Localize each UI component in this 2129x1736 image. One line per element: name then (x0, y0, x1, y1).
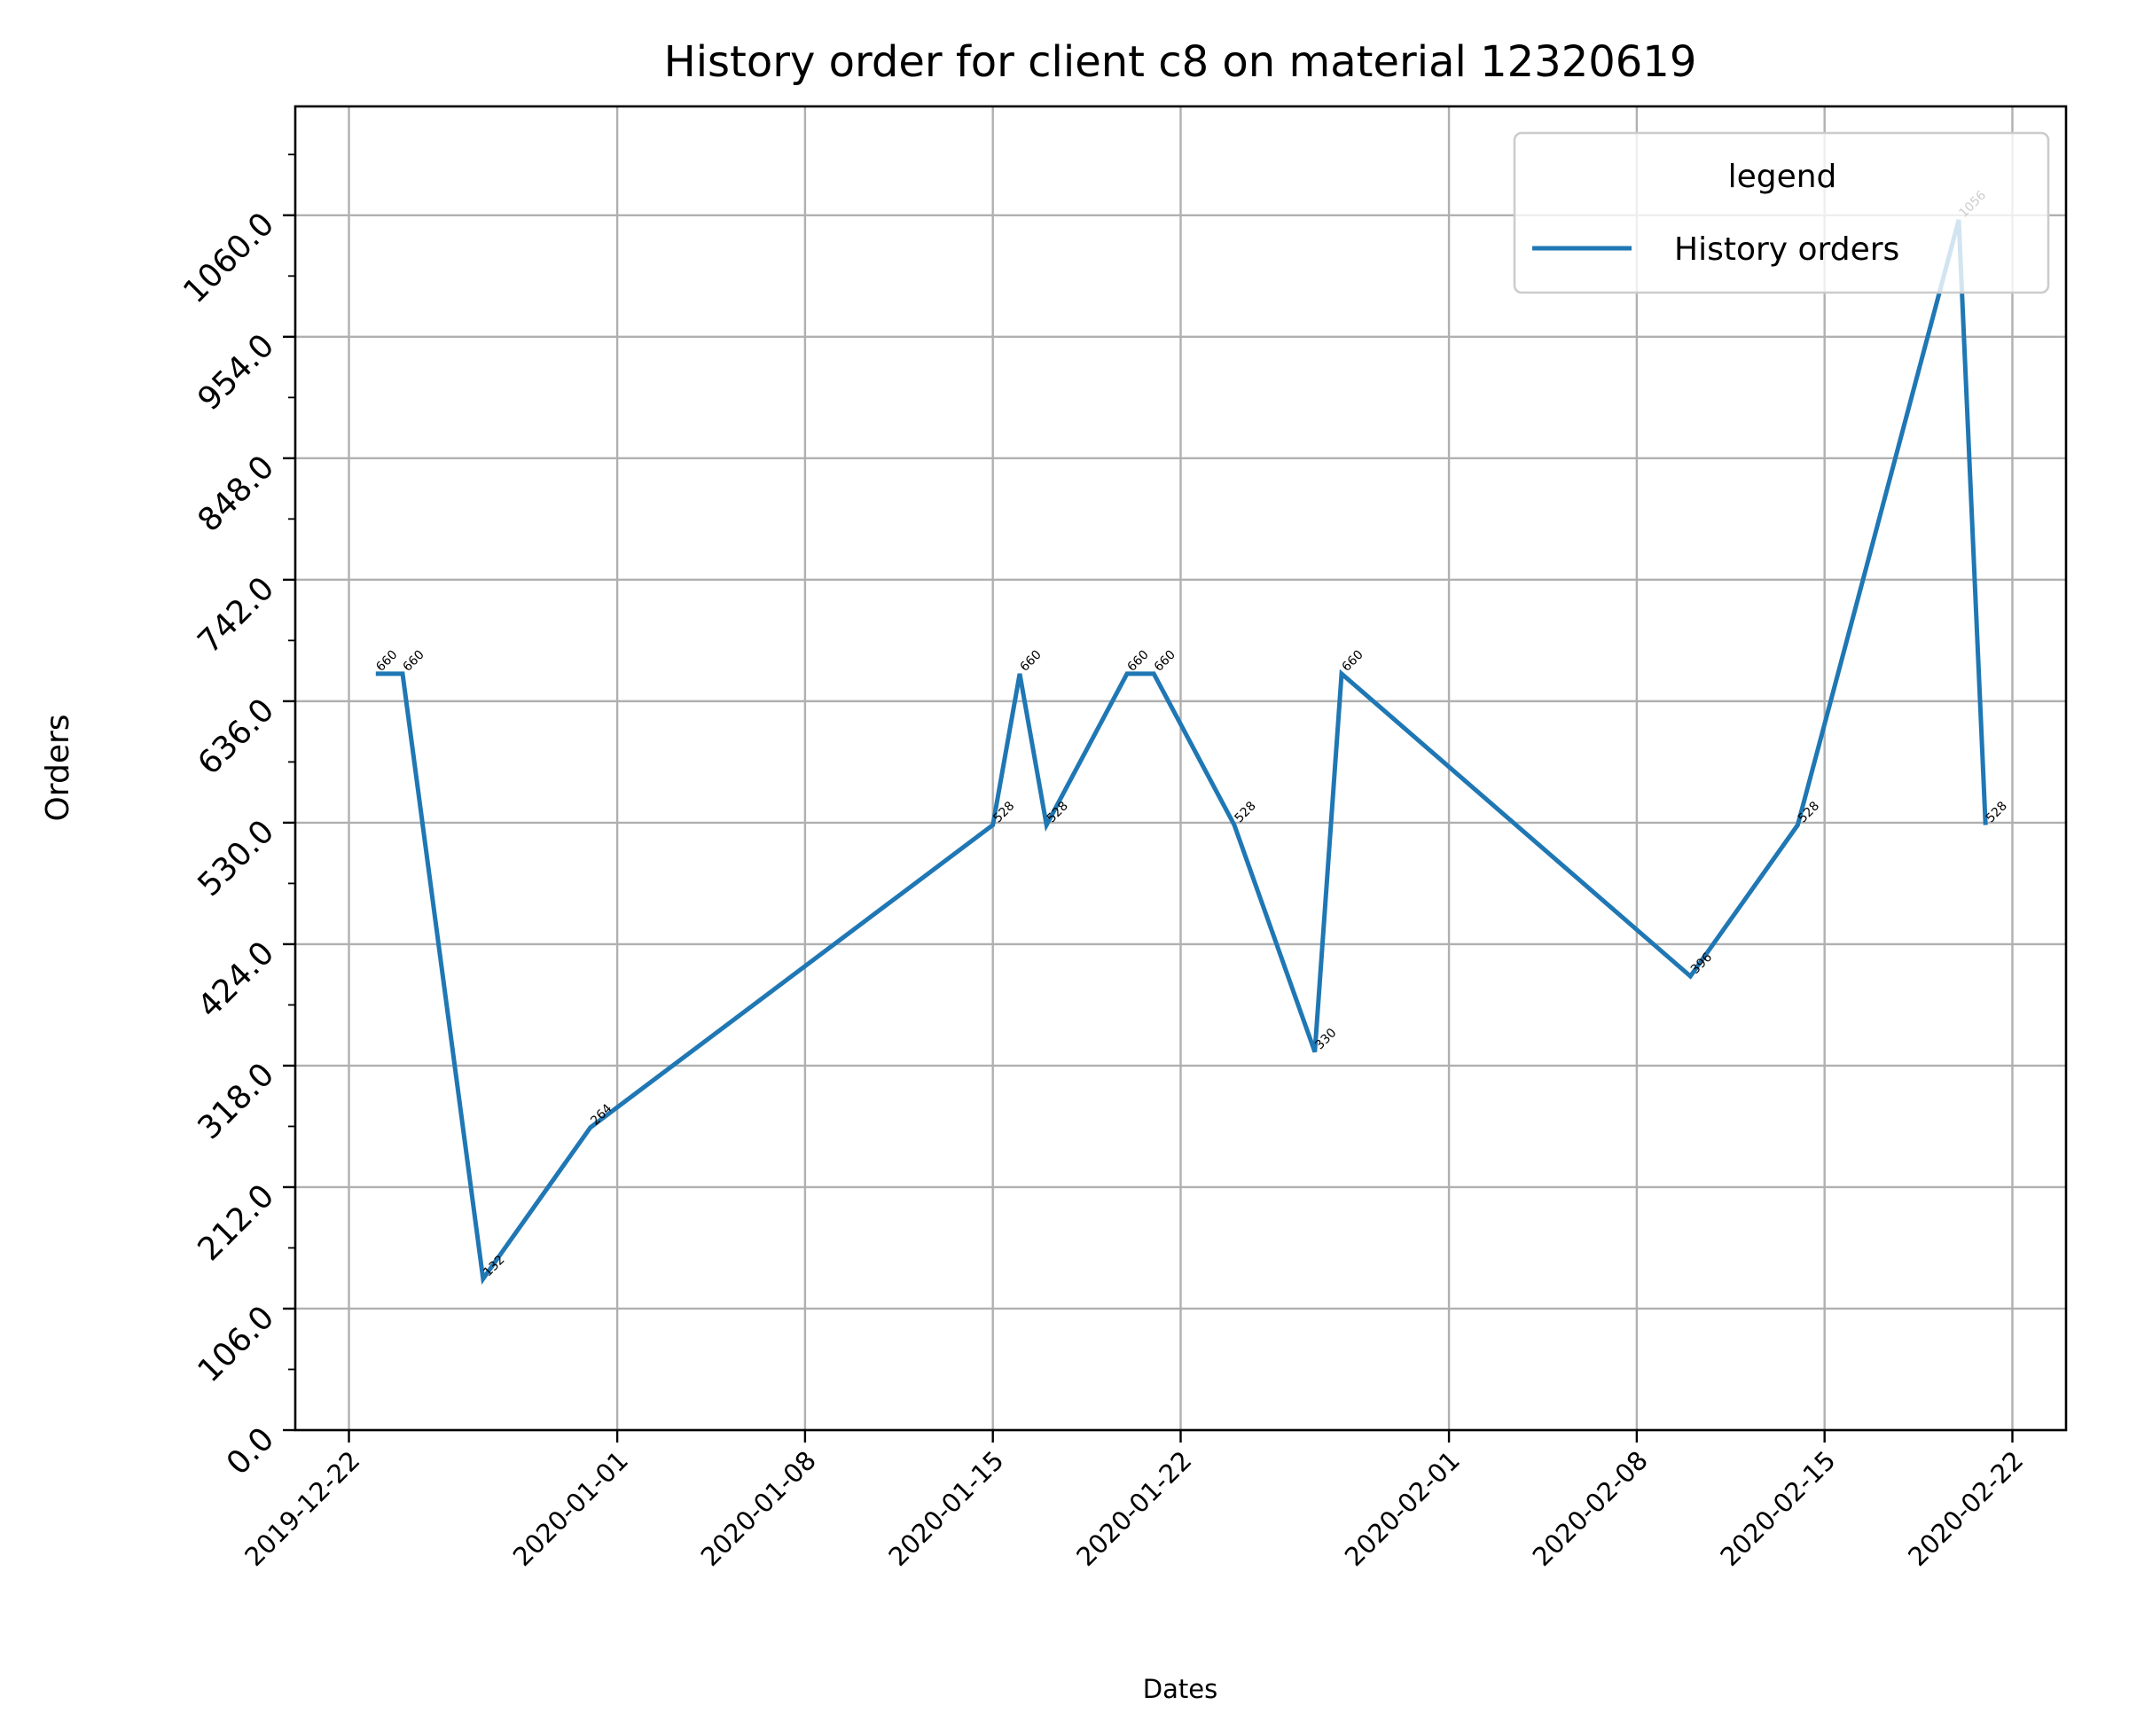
y-axis-label: Orders (40, 714, 76, 821)
x-axis-label: Dates (1143, 1674, 1217, 1704)
legend-entry-history-orders: History orders (1674, 231, 1899, 268)
series-layer (375, 219, 1988, 1286)
legend: legend History orders (1513, 131, 2050, 294)
legend-title: legend (1728, 159, 1837, 195)
legend-box (1513, 131, 2050, 294)
chart-title: History order for client c8 on material … (664, 37, 1697, 87)
series-line-history-orders (375, 219, 1988, 1286)
